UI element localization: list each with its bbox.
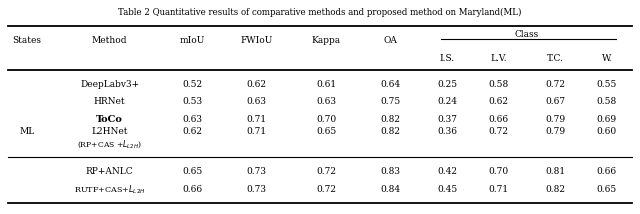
Text: 0.62: 0.62 (488, 97, 508, 106)
Text: 0.65: 0.65 (182, 167, 203, 176)
Text: 0.66: 0.66 (488, 114, 509, 123)
Text: 0.72: 0.72 (488, 127, 508, 136)
Text: 0.58: 0.58 (488, 80, 509, 89)
Text: ToCo: ToCo (96, 114, 123, 123)
Text: 0.79: 0.79 (546, 127, 566, 136)
Text: HRNet: HRNet (94, 97, 125, 106)
Text: 0.64: 0.64 (380, 80, 400, 89)
Text: 0.69: 0.69 (596, 114, 617, 123)
Text: 0.71: 0.71 (488, 185, 509, 194)
Text: 0.65: 0.65 (596, 185, 617, 194)
Text: 0.66: 0.66 (182, 185, 203, 194)
Text: 0.79: 0.79 (546, 114, 566, 123)
Text: W.: W. (602, 54, 612, 63)
Text: 0.62: 0.62 (182, 127, 202, 136)
Text: Table 2 Quantitative results of comparative methods and proposed method on Maryl: Table 2 Quantitative results of comparat… (118, 8, 522, 17)
Text: 0.45: 0.45 (437, 185, 458, 194)
Text: 0.63: 0.63 (316, 97, 337, 106)
Text: 0.82: 0.82 (380, 127, 400, 136)
Text: 0.24: 0.24 (438, 97, 458, 106)
Text: Method: Method (92, 36, 127, 45)
Text: 0.63: 0.63 (246, 97, 266, 106)
Text: 0.66: 0.66 (596, 167, 617, 176)
Text: 0.53: 0.53 (182, 97, 203, 106)
Text: 0.67: 0.67 (546, 97, 566, 106)
Text: 0.25: 0.25 (437, 80, 458, 89)
Text: 0.72: 0.72 (316, 185, 337, 194)
Text: 0.75: 0.75 (380, 97, 400, 106)
Text: RUTF+CAS+$L_{L2H}$: RUTF+CAS+$L_{L2H}$ (74, 183, 145, 196)
Text: mIoU: mIoU (180, 36, 205, 45)
Text: DeepLabv3+: DeepLabv3+ (80, 80, 140, 89)
Text: 0.61: 0.61 (316, 80, 337, 89)
Text: 0.82: 0.82 (546, 185, 566, 194)
Text: 0.84: 0.84 (380, 185, 400, 194)
Text: L.V.: L.V. (490, 54, 507, 63)
Text: 0.60: 0.60 (596, 127, 617, 136)
Text: Class: Class (515, 30, 540, 39)
Text: 0.55: 0.55 (596, 80, 617, 89)
Text: 0.82: 0.82 (380, 114, 400, 123)
Text: OA: OA (383, 36, 397, 45)
Text: I.S.: I.S. (440, 54, 455, 63)
Text: 0.42: 0.42 (438, 167, 458, 176)
Text: 0.36: 0.36 (438, 127, 458, 136)
Text: 0.73: 0.73 (246, 167, 266, 176)
Text: 0.58: 0.58 (596, 97, 617, 106)
Text: 0.63: 0.63 (182, 114, 202, 123)
Text: RP+ANLC: RP+ANLC (86, 167, 134, 176)
Text: 0.71: 0.71 (246, 127, 266, 136)
Text: 0.71: 0.71 (246, 114, 266, 123)
Text: 0.72: 0.72 (316, 167, 337, 176)
Text: 0.70: 0.70 (316, 114, 337, 123)
Text: 0.62: 0.62 (246, 80, 266, 89)
Text: FWIoU: FWIoU (240, 36, 273, 45)
Text: T.C.: T.C. (547, 54, 564, 63)
Text: (RP+CAS +$L_{L2H}$): (RP+CAS +$L_{L2H}$) (77, 138, 142, 150)
Text: 0.65: 0.65 (316, 127, 337, 136)
Text: 0.52: 0.52 (182, 80, 203, 89)
Text: 0.70: 0.70 (488, 167, 509, 176)
Text: L2HNet: L2HNet (92, 127, 128, 136)
Text: 0.73: 0.73 (246, 185, 266, 194)
Text: 0.37: 0.37 (438, 114, 458, 123)
Text: States: States (12, 36, 42, 45)
Text: 0.72: 0.72 (546, 80, 566, 89)
Text: Kappa: Kappa (312, 36, 341, 45)
Text: 0.81: 0.81 (546, 167, 566, 176)
Text: ML: ML (19, 127, 35, 136)
Text: 0.83: 0.83 (380, 167, 400, 176)
